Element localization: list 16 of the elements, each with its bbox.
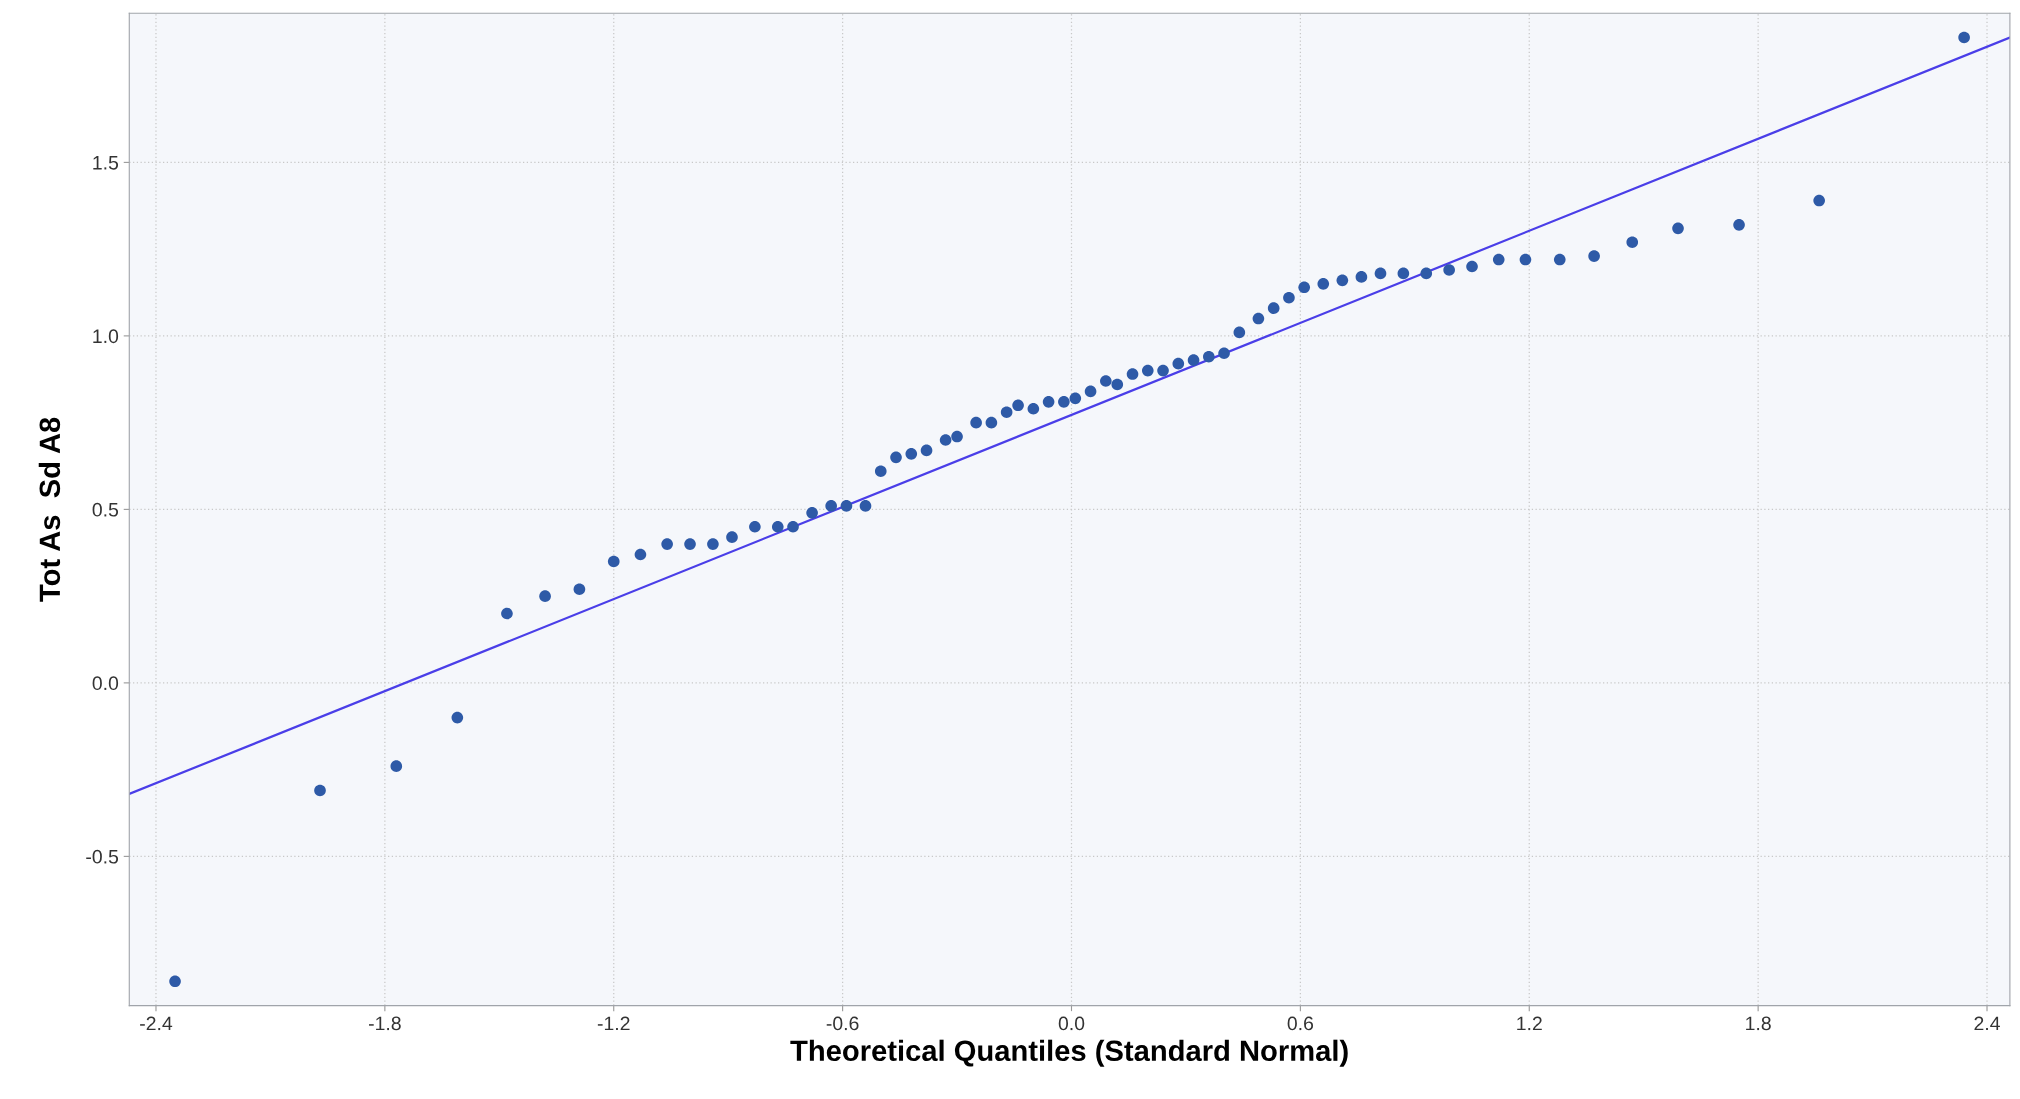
x-tick-label: 1.2 <box>1517 1016 1542 1031</box>
x-tick-label: 0.6 <box>1287 1016 1314 1031</box>
x-tick-label: -2.4 <box>140 1016 173 1031</box>
y-tick-label: 0.0 <box>92 676 119 691</box>
x-tick-label: -1.8 <box>368 1016 401 1031</box>
x-axis-title: Theoretical Quantiles (Standard Normal) <box>790 1039 1348 1067</box>
x-tick-label: -0.6 <box>826 1016 859 1031</box>
x-tick-label: 0.0 <box>1058 1016 1085 1031</box>
y-tick-label: 1.0 <box>93 329 119 344</box>
x-tick-label: -1.2 <box>597 1016 630 1031</box>
x-tick-label: 2.4 <box>1974 1016 2000 1031</box>
x-tick-label: 1.8 <box>1746 1016 1771 1031</box>
y-tick-label: 1.5 <box>93 156 119 170</box>
y-tick-label: 0.5 <box>92 502 119 517</box>
y-axis-title: Tot As Sd A8 <box>38 417 61 602</box>
y-tick-label: -0.5 <box>86 849 119 864</box>
